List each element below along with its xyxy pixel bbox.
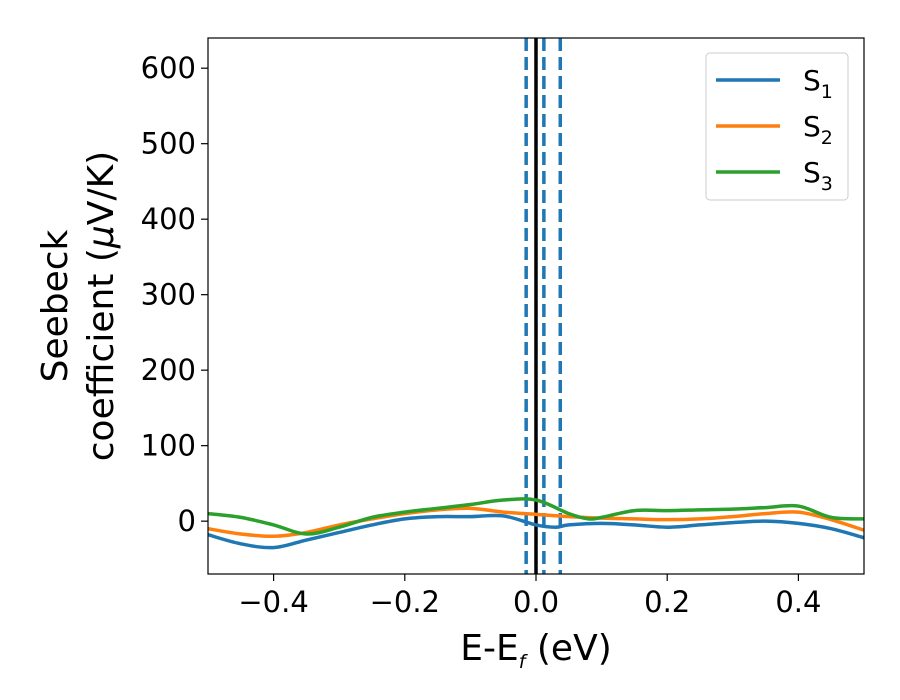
x-tick-label: −0.2	[370, 585, 440, 619]
legend-label-s3: S3	[803, 156, 833, 195]
svg-text:Seebeck: Seebeck	[35, 229, 76, 382]
y-tick-label: 300	[141, 278, 196, 312]
x-axis-label: E-Ef (eV)	[460, 628, 612, 673]
y-tick-label: 600	[141, 51, 196, 85]
legend-label-s1: S1	[803, 64, 833, 103]
legend: S1 S2 S3	[705, 52, 849, 201]
legend-label-s2: S2	[803, 110, 833, 149]
y-axis-label: Seebeck coefficient (μV/K)	[35, 151, 122, 461]
x-tick-label: 0.0	[513, 585, 559, 619]
svg-text:coefficient (μV/K): coefficient (μV/K)	[81, 151, 122, 461]
y-tick-label: 100	[141, 429, 196, 463]
series-line-s2	[208, 506, 864, 539]
x-axis-ticks: −0.4 −0.2 0.0 0.2 0.4	[238, 574, 821, 619]
x-tick-label: −0.4	[238, 585, 308, 619]
series-lines	[208, 497, 864, 550]
y-tick-label: 200	[141, 353, 196, 387]
y-tick-label: 500	[141, 127, 196, 161]
series-line-s3	[208, 497, 864, 536]
y-tick-label: 400	[141, 202, 196, 236]
series-line-s1	[208, 513, 864, 550]
y-tick-label: 0	[178, 504, 196, 538]
reference-lines	[524, 38, 563, 574]
y-axis-ticks: 0 100 200 300 400 500 600	[141, 51, 208, 538]
x-tick-label: 0.2	[644, 585, 690, 619]
x-tick-label: 0.4	[775, 585, 821, 619]
